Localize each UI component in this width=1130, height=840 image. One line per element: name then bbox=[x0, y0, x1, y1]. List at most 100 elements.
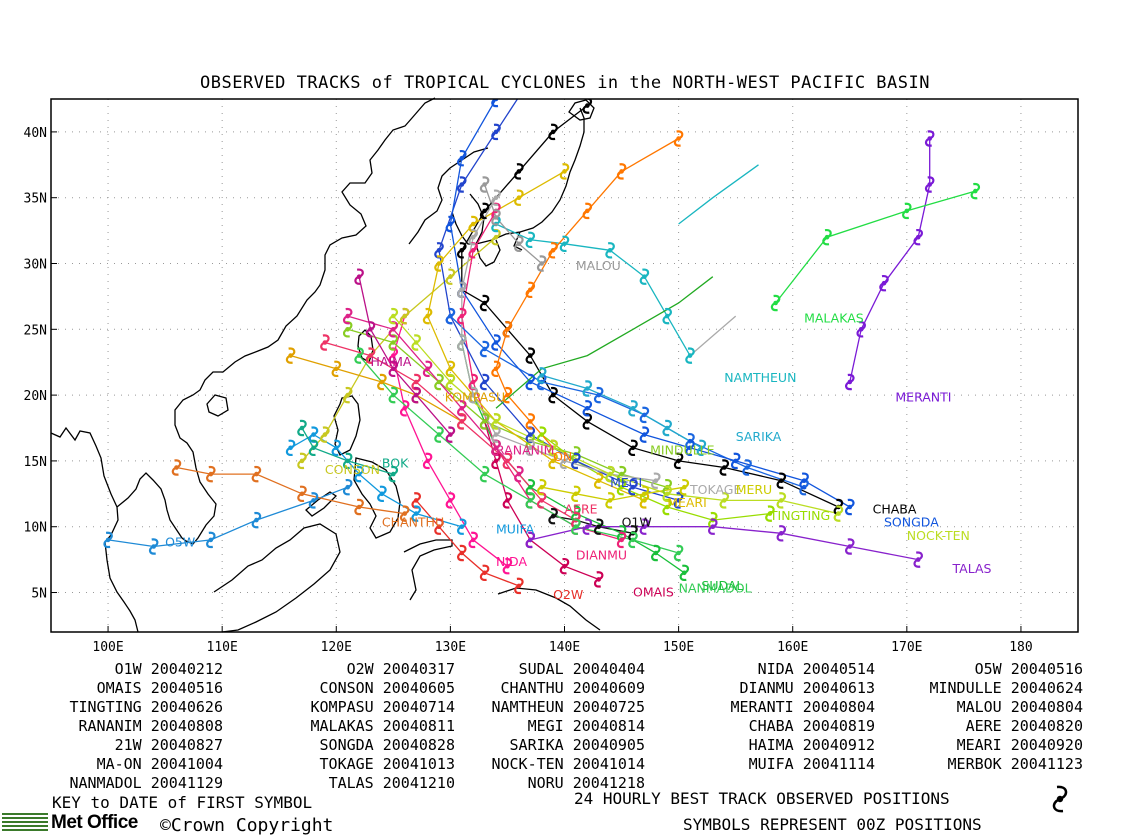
cyclone-symbol bbox=[582, 400, 593, 417]
cyclone-symbol bbox=[799, 472, 809, 489]
cyclone-symbol bbox=[708, 518, 718, 535]
cyclone-symbol bbox=[445, 215, 456, 233]
cyclone-symbol bbox=[445, 373, 456, 391]
coastline-hainan bbox=[206, 394, 229, 417]
cyclone-symbol bbox=[548, 242, 558, 259]
cyclone-symbol bbox=[457, 176, 467, 193]
lat-tick-label: 20N bbox=[24, 389, 47, 404]
legend-entry: NAMTHEUN 20040725 bbox=[491, 698, 645, 716]
cyclone-symbol bbox=[593, 472, 604, 489]
cyclone-symbol bbox=[354, 498, 364, 516]
grid-lines bbox=[51, 99, 1078, 632]
cyclone-symbol bbox=[582, 99, 593, 114]
cyclone-symbol bbox=[388, 386, 399, 404]
cyclone-symbol bbox=[457, 307, 467, 325]
cyclone-symbol bbox=[399, 505, 410, 522]
track-sudal bbox=[461, 342, 685, 574]
cyclone-symbol bbox=[502, 558, 513, 575]
cyclone-symbol bbox=[770, 294, 781, 312]
cyclone-symbol bbox=[913, 229, 923, 246]
legend-entry: MEGI 20040814 bbox=[527, 717, 645, 735]
lat-tick-label: 35N bbox=[24, 192, 47, 207]
cyclone-symbol bbox=[468, 531, 478, 549]
track-labels: O5W CONSON BOK CHANTHU HAIMA KOMPASU RANANIMON… bbox=[165, 258, 991, 602]
cyclone-symbol bbox=[593, 518, 604, 535]
cyclone-symbol bbox=[536, 367, 547, 384]
cyclone-symbol bbox=[525, 231, 536, 248]
cyclone-symbol bbox=[514, 189, 524, 206]
lat-tick-label: 25N bbox=[24, 323, 47, 338]
cyclone-symbol bbox=[685, 347, 695, 364]
cyclone-symbol bbox=[491, 123, 501, 141]
legend-entry: O5W 20040516 bbox=[974, 660, 1083, 678]
cyclone-symbol bbox=[639, 485, 650, 502]
legend-entry: MERBOK 20041123 bbox=[947, 755, 1083, 773]
cyclone-symbol bbox=[616, 163, 627, 180]
map-title: OBSERVED TRACKS of TROPICAL CYCLONES in … bbox=[200, 73, 930, 93]
legend-entry: MA-ON 20041004 bbox=[96, 755, 223, 773]
cyclone-symbol bbox=[833, 505, 844, 522]
cyclone-symbol bbox=[525, 281, 536, 298]
cyclone-symbol bbox=[719, 492, 730, 509]
lat-tick-label: 5N bbox=[31, 587, 47, 602]
cyclone-symbol bbox=[491, 360, 501, 377]
cyclone-symbol bbox=[525, 492, 536, 509]
cyclone-symbol bbox=[730, 452, 741, 470]
cyclone-symbol bbox=[628, 400, 638, 417]
cyclone-symbol bbox=[765, 505, 775, 522]
cyclone-symbol bbox=[171, 459, 182, 476]
cyclone-symbol bbox=[605, 242, 615, 259]
legend-entry: OMAIS 20040516 bbox=[96, 679, 223, 697]
track-label: KOMPASU bbox=[445, 390, 506, 405]
track-label: NANMADOL bbox=[679, 581, 752, 596]
lon-tick-label: 110E bbox=[207, 640, 238, 655]
legend-entry: SARIKA 20040905 bbox=[509, 736, 645, 754]
cyclone-symbol bbox=[514, 163, 524, 180]
cyclone-symbol bbox=[502, 386, 513, 404]
track-merbok bbox=[301, 427, 394, 475]
cyclone-symbol bbox=[742, 459, 752, 476]
legend-entry: CHABA 20040819 bbox=[748, 717, 875, 735]
track-songda bbox=[449, 99, 851, 508]
cyclone-symbol bbox=[571, 518, 581, 535]
cyclone-symbol bbox=[434, 373, 444, 391]
lat-tick-label: 40N bbox=[24, 126, 47, 141]
legend-entry: CHANTHU 20040609 bbox=[500, 679, 646, 697]
cyclone-symbol bbox=[206, 531, 216, 549]
cyclone-symbol bbox=[845, 498, 855, 516]
axis-labels: 100E 110E 120E 130E 140E 150E 160E 170E 180 5N 10N… bbox=[24, 126, 1033, 655]
cyclone-symbol bbox=[399, 307, 410, 325]
cyclone-symbol bbox=[662, 307, 672, 325]
cyclone-symbol bbox=[525, 373, 536, 391]
cyclone-symbol bbox=[639, 268, 650, 285]
coastline-asia bbox=[50, 97, 436, 633]
cyclone-symbol bbox=[457, 242, 467, 259]
coastline-palawan bbox=[305, 491, 338, 517]
cyclone-symbol bbox=[479, 564, 490, 581]
legend-entry: TINGTING 20040626 bbox=[69, 698, 223, 716]
track-label: TINGTING bbox=[769, 508, 830, 523]
track-o1w bbox=[552, 515, 634, 534]
cyclone-symbol bbox=[422, 452, 433, 470]
cyclone-symbol bbox=[628, 479, 638, 496]
cyclone-symbol bbox=[445, 360, 456, 377]
cyclone-symbol bbox=[354, 347, 364, 364]
legend-entry: NANMADOL 20041129 bbox=[69, 774, 223, 792]
cyclone-symbol bbox=[845, 538, 855, 555]
track-meranti bbox=[849, 138, 931, 383]
track-label: NAMTHEUN bbox=[724, 370, 796, 385]
cyclone-symbol bbox=[479, 294, 490, 312]
cyclone-symbol bbox=[445, 426, 456, 443]
cyclone-symbol bbox=[673, 452, 684, 470]
cyclone-symbol bbox=[582, 380, 593, 397]
cyclone-symbol bbox=[331, 360, 342, 377]
cyclone-symbol bbox=[285, 439, 296, 456]
cyclone-symbol bbox=[434, 518, 444, 535]
track-grey-ext bbox=[689, 315, 737, 357]
cyclone-symbol bbox=[342, 452, 353, 470]
cyclone-symbol bbox=[776, 492, 787, 509]
cyclone-symbol bbox=[639, 406, 650, 424]
cyclone-symbol bbox=[388, 465, 399, 483]
cyclone-symbol bbox=[679, 479, 690, 496]
cyclone-symbol bbox=[422, 360, 433, 377]
